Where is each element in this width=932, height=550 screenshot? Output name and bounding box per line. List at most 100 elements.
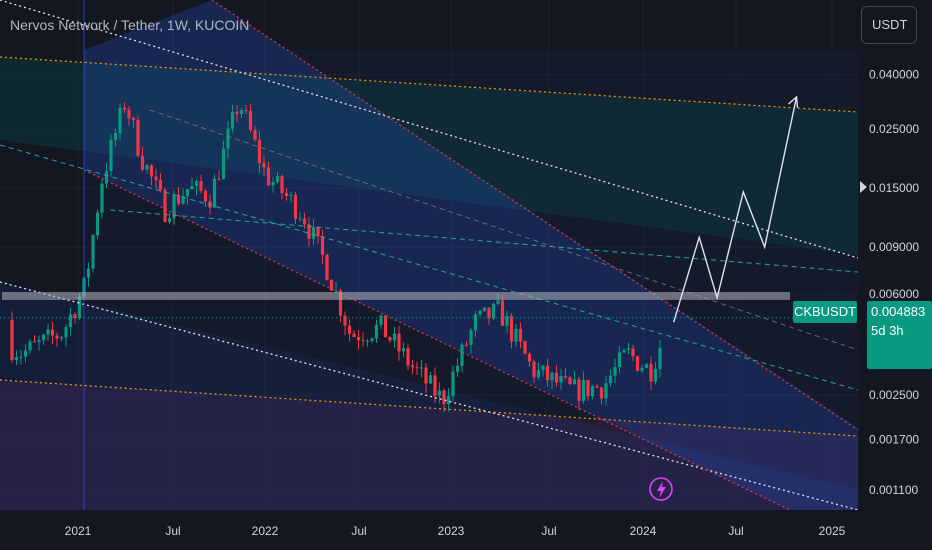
candle-body [10, 319, 14, 361]
candle-body [406, 348, 410, 366]
candle-body [586, 379, 590, 397]
candle-body [320, 236, 325, 255]
candle-body [527, 353, 532, 362]
candle-body [28, 341, 32, 351]
candle-body [284, 193, 289, 196]
candle-body [599, 387, 604, 399]
candle-body [158, 179, 163, 190]
candle-body [32, 341, 37, 343]
candle-body [649, 364, 653, 382]
drawing-shapes [0, 0, 858, 510]
candle-body [428, 375, 433, 384]
flash-icon[interactable] [649, 477, 673, 501]
candle-body [442, 390, 446, 404]
time-tick-label: Jul [541, 524, 556, 538]
upper-white-trendline [0, 0, 859, 259]
candle-body [356, 336, 361, 341]
midline-grey [149, 109, 859, 351]
candle-body [127, 109, 131, 118]
candle-body [167, 218, 172, 222]
candle-body [293, 194, 298, 219]
candle-body [262, 163, 266, 168]
candle-body [176, 194, 181, 204]
scroll-right-icon[interactable] [860, 181, 867, 193]
candle-body [617, 352, 622, 367]
candle-body [221, 148, 226, 180]
candle-body [370, 338, 374, 341]
candle-body [568, 377, 572, 385]
candle-body [532, 361, 536, 378]
candle-body [581, 379, 586, 401]
time-tick-label: Jul [351, 524, 366, 538]
candle-body [383, 315, 388, 338]
candle-body [271, 182, 275, 186]
projection-path [672, 95, 799, 323]
candle-body [631, 348, 635, 357]
candle-body [491, 303, 496, 319]
candle-body [235, 111, 239, 114]
candle-body [352, 333, 356, 337]
candle-body [316, 227, 320, 237]
last-price-value: 0.004883 [871, 304, 926, 319]
candle-body [536, 370, 541, 378]
time-tick-label: 2021 [65, 524, 92, 538]
price-axis-bg [858, 0, 932, 550]
midline-green-2 [109, 209, 859, 273]
candle-body [253, 129, 257, 140]
candle-body [608, 375, 613, 384]
candle-body [199, 181, 203, 191]
candle-body [577, 379, 581, 401]
candle-body [55, 335, 59, 339]
candle-body [446, 396, 451, 404]
candle-body [397, 333, 401, 352]
price-tick-label: 0.001100 [869, 483, 918, 497]
candle-body [460, 344, 464, 366]
candle-body [482, 307, 487, 311]
candle-body [347, 325, 352, 334]
candle-body [298, 218, 302, 220]
candle-body [343, 315, 347, 326]
currency-button[interactable]: USDT [861, 6, 917, 44]
upper-channel-fill [0, 57, 858, 255]
candle-body [640, 367, 644, 371]
candle-body [604, 383, 608, 399]
candle-body [104, 171, 109, 184]
candle-body [500, 300, 505, 326]
candle-body [554, 372, 559, 383]
price-axis[interactable]: 0.040000 0.025000 0.015000 0.009000 0.006000… [858, 0, 932, 550]
candle-body [41, 334, 46, 340]
candle-body [109, 139, 113, 172]
candle-body [77, 296, 82, 319]
candle-body [451, 371, 455, 397]
candle-body [59, 337, 64, 339]
candle-body [91, 235, 95, 269]
candle-body [635, 356, 640, 371]
candle-body [437, 390, 442, 396]
candle-body [280, 176, 284, 194]
drawing-lines [0, 0, 859, 511]
candle-body [95, 212, 100, 236]
time-axis-bg [0, 510, 932, 550]
candle-body [464, 344, 469, 346]
candle-body [455, 365, 460, 372]
time-axis[interactable]: 2021 Jul 2022 Jul 2023 Jul 2024 Jul 2025 [0, 510, 932, 550]
candle-body [334, 290, 338, 292]
candle-body [181, 196, 185, 204]
candle-body [563, 375, 568, 378]
candle-body [302, 218, 307, 225]
candle-body [388, 337, 392, 341]
candle-body [653, 369, 658, 382]
candle-body [613, 366, 617, 376]
candle-body [433, 375, 437, 396]
price-tick-label: 0.015000 [869, 181, 919, 195]
lower-orange-line [0, 379, 859, 437]
candle-body [590, 386, 595, 397]
candle-body [509, 315, 514, 342]
candle-body [374, 324, 379, 339]
candle-body [473, 314, 478, 331]
candle-body [550, 372, 554, 381]
candle-body [23, 350, 28, 357]
price-tick-label: 0.025000 [869, 122, 919, 136]
candle-body [307, 224, 311, 239]
